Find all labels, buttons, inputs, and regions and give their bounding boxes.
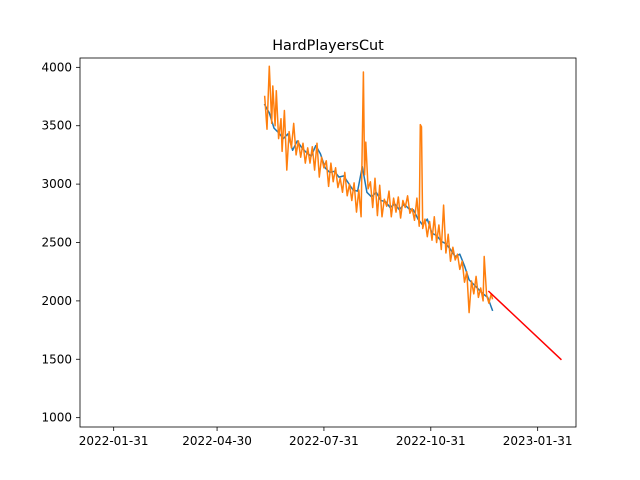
- y-tick-label: 3500: [41, 119, 72, 133]
- x-tick-label: 2022-01-31: [79, 434, 149, 448]
- x-tick-label: 2022-10-31: [396, 434, 466, 448]
- chart-title: HardPlayersCut: [272, 38, 384, 54]
- series-line-2: [263, 65, 494, 314]
- y-tick-label: 2500: [41, 236, 72, 250]
- y-tick-label: 3000: [41, 177, 72, 191]
- y-tick-label: 4000: [41, 60, 72, 74]
- x-axis: 2022-01-31 2022-04-30 2022-07-31 2022-10-31…: [79, 427, 573, 448]
- series-layer: [263, 65, 562, 361]
- x-tick-label: 2023-01-31: [503, 434, 573, 448]
- y-axis: 1000 1500 2000 2500 3000 3500 4000: [41, 60, 80, 425]
- x-tick-label: 2022-04-30: [182, 434, 252, 448]
- x-tick-label: 2022-07-31: [289, 434, 359, 448]
- series-line-3: [487, 290, 562, 361]
- y-tick-label: 2000: [41, 294, 72, 308]
- y-tick-label: 1500: [41, 352, 72, 366]
- y-tick-label: 1000: [41, 411, 72, 425]
